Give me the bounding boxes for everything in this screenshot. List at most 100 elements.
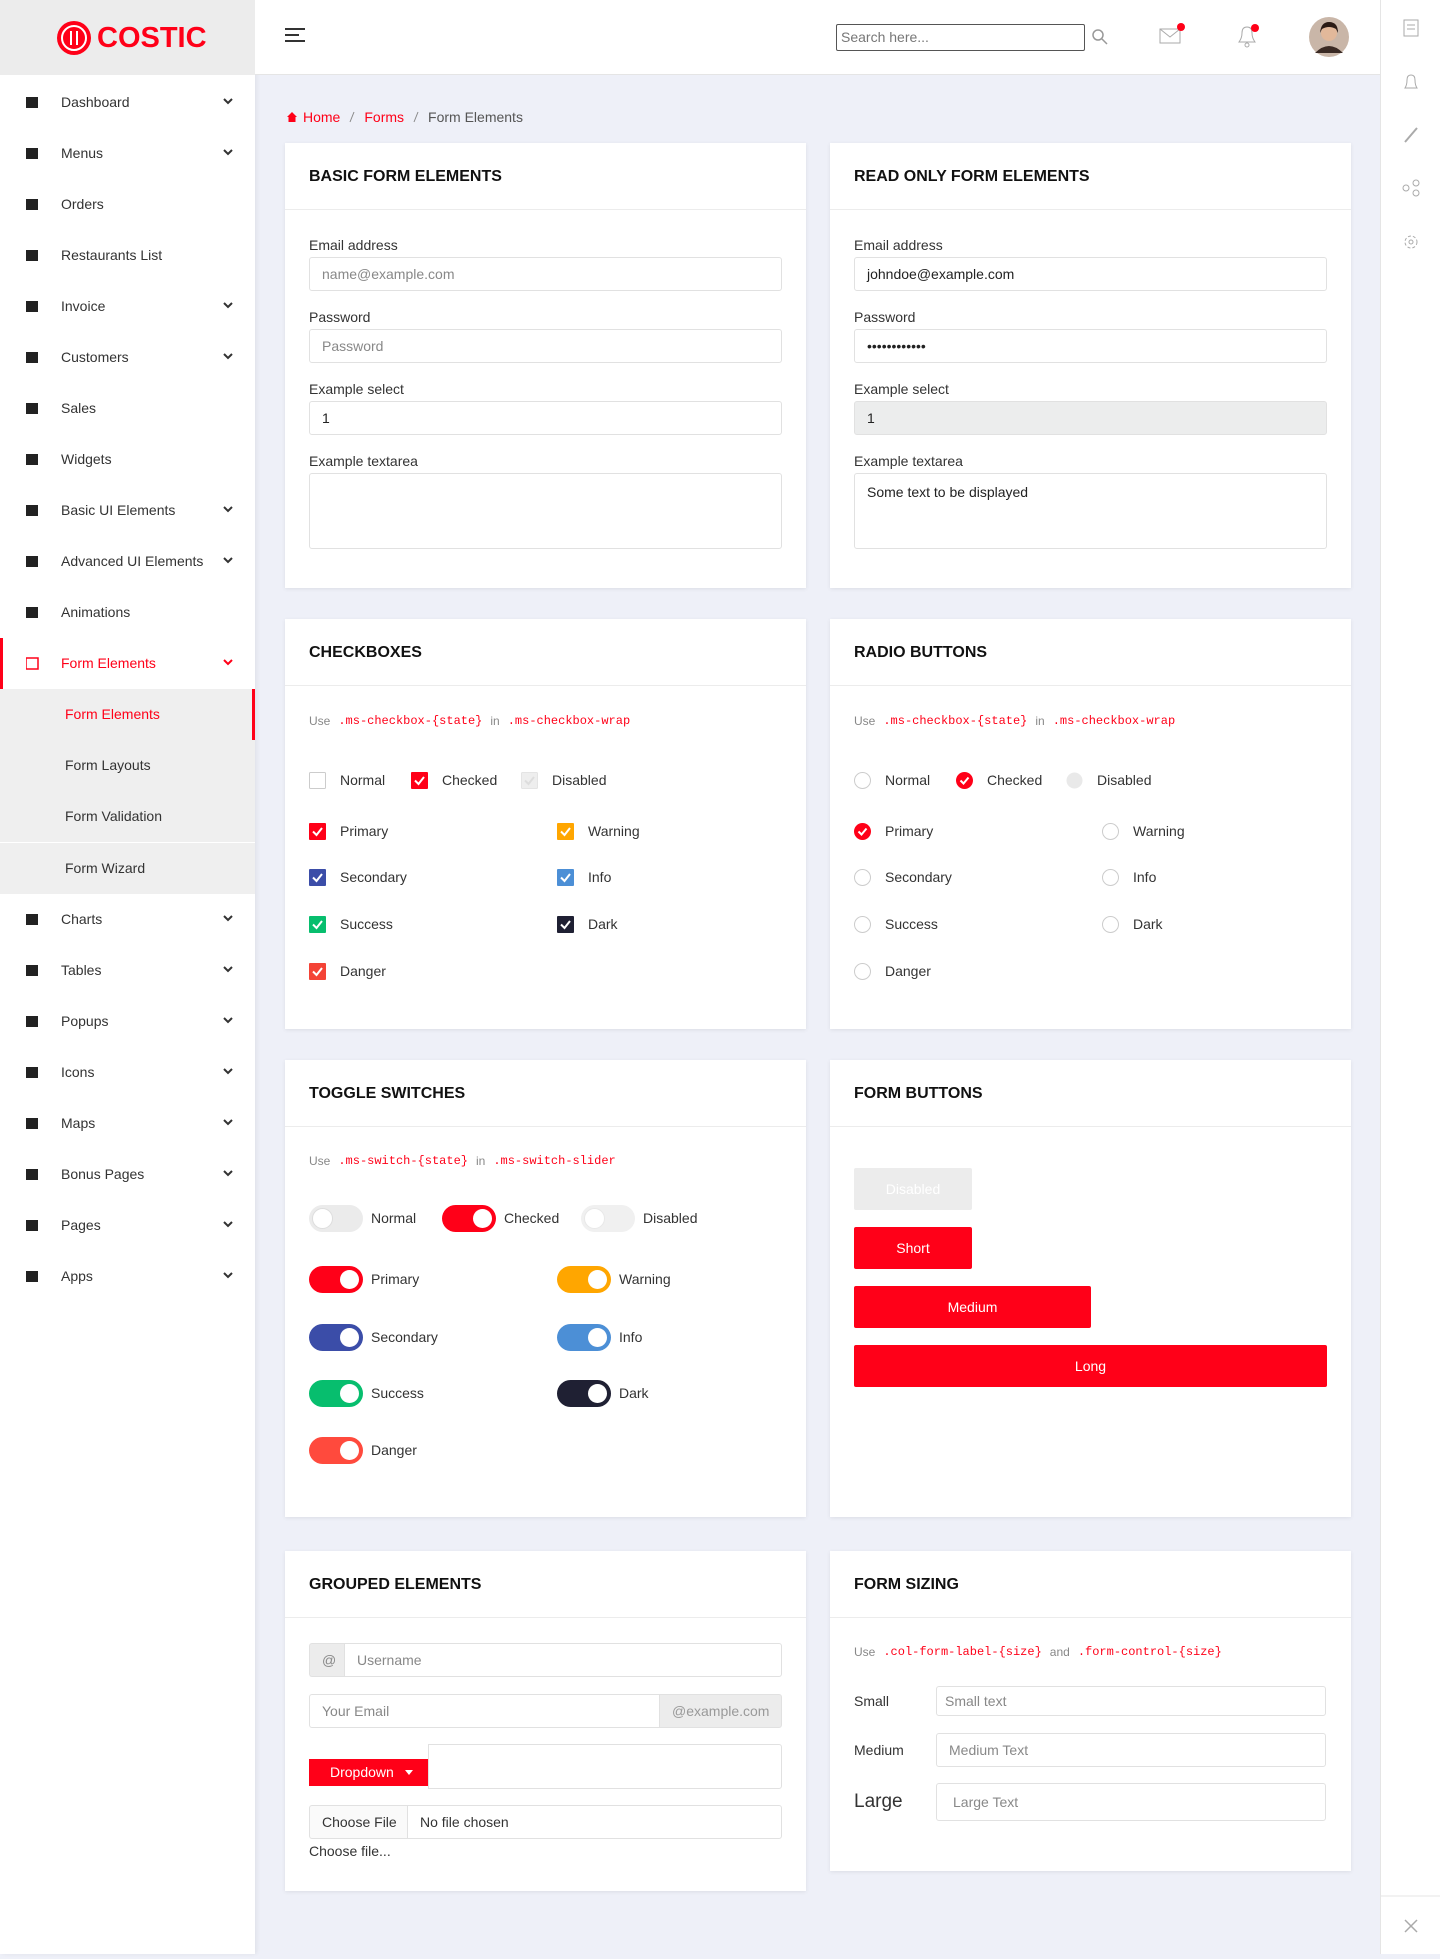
menu-item[interactable]: Restaurants List	[0, 230, 255, 281]
menu-item[interactable]: Basic UI Elements	[0, 485, 255, 536]
input[interactable]: name@example.com	[309, 257, 782, 291]
toggle[interactable]: Success	[309, 1379, 469, 1407]
submenu-item[interactable]: Form Elements	[0, 689, 255, 741]
label: Choose file...	[309, 1843, 391, 1859]
search-icon[interactable]	[1091, 28, 1109, 46]
menu-item[interactable]: Popups	[0, 996, 255, 1047]
radio: Disabled	[1066, 771, 1166, 789]
checkbox[interactable]: Danger	[309, 962, 459, 980]
input[interactable]: Large Text	[936, 1783, 1326, 1821]
checkbox[interactable]: Primary	[309, 822, 459, 840]
input[interactable]	[428, 1744, 782, 1789]
radio-box	[854, 868, 871, 886]
avatar[interactable]	[1309, 17, 1349, 57]
menu-item[interactable]: Sales	[0, 383, 255, 434]
mail-icon[interactable]	[1158, 22, 1186, 46]
checkbox[interactable]: Info	[557, 868, 707, 886]
menu-item[interactable]: Charts	[0, 894, 255, 945]
radio[interactable]: Success	[854, 915, 1004, 933]
menu-item[interactable]: Dashboard	[0, 77, 255, 128]
toggle[interactable]: Warning	[557, 1265, 717, 1293]
label: Secondary	[371, 1329, 438, 1345]
card-header	[285, 1060, 806, 1127]
input[interactable]: Password	[309, 329, 782, 363]
button[interactable]: Short	[854, 1227, 972, 1269]
input[interactable]: Username	[344, 1643, 782, 1677]
toggle[interactable]: Dark	[557, 1379, 717, 1407]
menu-item[interactable]: Animations	[0, 587, 255, 638]
menu-item[interactable]: Advanced UI Elements	[0, 536, 255, 587]
textarea[interactable]	[309, 473, 782, 549]
radio[interactable]: Warning	[1102, 822, 1252, 840]
radio-box	[1102, 915, 1119, 933]
label: Normal	[371, 1210, 417, 1226]
checkbox[interactable]: Warning	[557, 822, 707, 840]
radio-box	[1102, 868, 1119, 886]
label: Info	[588, 869, 612, 885]
input[interactable]: Medium Text	[936, 1733, 1326, 1767]
radio[interactable]: Checked	[956, 771, 1056, 789]
menu-item[interactable]: Customers	[0, 332, 255, 383]
toggle[interactable]: Checked	[442, 1204, 572, 1232]
toggle[interactable]: Primary	[309, 1265, 469, 1293]
code: .ms-checkbox-wrap	[1052, 714, 1176, 728]
radio[interactable]: Dark	[1102, 915, 1252, 933]
breadcrumb-item[interactable]: Forms	[364, 109, 405, 125]
radio-box	[1102, 822, 1119, 840]
submenu-item[interactable]: Form Wizard	[0, 842, 255, 894]
menu-label: Customers	[61, 348, 129, 365]
toggle[interactable]: Danger	[309, 1436, 469, 1464]
label: Checked	[442, 772, 498, 788]
menu-item[interactable]: Orders	[0, 179, 255, 230]
label: Disabled	[1097, 772, 1152, 788]
menu-label: Orders	[61, 195, 104, 212]
checkbox[interactable]: Success	[309, 915, 459, 933]
checkbox[interactable]: Dark	[557, 915, 707, 933]
label: Success	[371, 1385, 424, 1401]
menu-icon	[26, 402, 38, 414]
menu-toggle[interactable]	[285, 27, 307, 43]
file-button[interactable]: Choose File	[309, 1805, 408, 1839]
menu-item[interactable]: Invoice	[0, 281, 255, 332]
search-input[interactable]: Search here...	[836, 24, 1085, 51]
menu-label: Apps	[61, 1268, 93, 1285]
file-status: No file chosen	[407, 1805, 782, 1839]
checkbox[interactable]: Normal	[309, 771, 409, 789]
radio[interactable]: Danger	[854, 962, 1004, 980]
checkbox[interactable]: Checked	[411, 771, 511, 789]
menu-item[interactable]: Icons	[0, 1047, 255, 1098]
menu-item[interactable]: Maps	[0, 1098, 255, 1149]
label: Checked	[987, 772, 1043, 788]
menu-item[interactable]: Bonus Pages	[0, 1149, 255, 1200]
breadcrumb-item[interactable]: Home	[303, 109, 341, 125]
input[interactable]: Your Email	[309, 1694, 660, 1728]
home-icon	[287, 112, 297, 122]
menu-item[interactable]: Widgets	[0, 434, 255, 485]
menu-item[interactable]: Menus	[0, 128, 255, 179]
radio[interactable]: Info	[1102, 868, 1252, 886]
menu-item[interactable]: Pages	[0, 1200, 255, 1251]
card-header	[285, 143, 806, 210]
submenu-item[interactable]: Form Layouts	[0, 740, 255, 792]
menu-icon	[26, 1271, 38, 1283]
toggle[interactable]: Info	[557, 1323, 717, 1351]
hint-text: in	[1035, 714, 1045, 728]
button[interactable]: Long	[854, 1345, 1327, 1387]
menu-item[interactable]: Tables	[0, 945, 255, 996]
submenu-item[interactable]: Form Validation	[0, 791, 255, 843]
radio[interactable]: Secondary	[854, 868, 1004, 886]
input[interactable]: Small text	[936, 1686, 1326, 1716]
bell-icon[interactable]	[1234, 22, 1262, 50]
button[interactable]: Medium	[854, 1286, 1091, 1328]
toggle[interactable]: Secondary	[309, 1323, 469, 1351]
menu-item[interactable]: Form Elements	[0, 638, 255, 690]
menu-item[interactable]: Apps	[0, 1251, 255, 1302]
card: CHECKBOXES Use .ms-checkbox-{state} in .ms-c…	[285, 619, 806, 1029]
toggle[interactable]: Normal	[309, 1204, 439, 1232]
checkbox[interactable]: Secondary	[309, 868, 459, 886]
checkbox: Disabled	[521, 771, 621, 789]
input[interactable]: 1	[309, 401, 782, 435]
radio[interactable]: Primary	[854, 822, 1004, 840]
card-header	[830, 1060, 1351, 1127]
radio[interactable]: Normal	[854, 771, 954, 789]
